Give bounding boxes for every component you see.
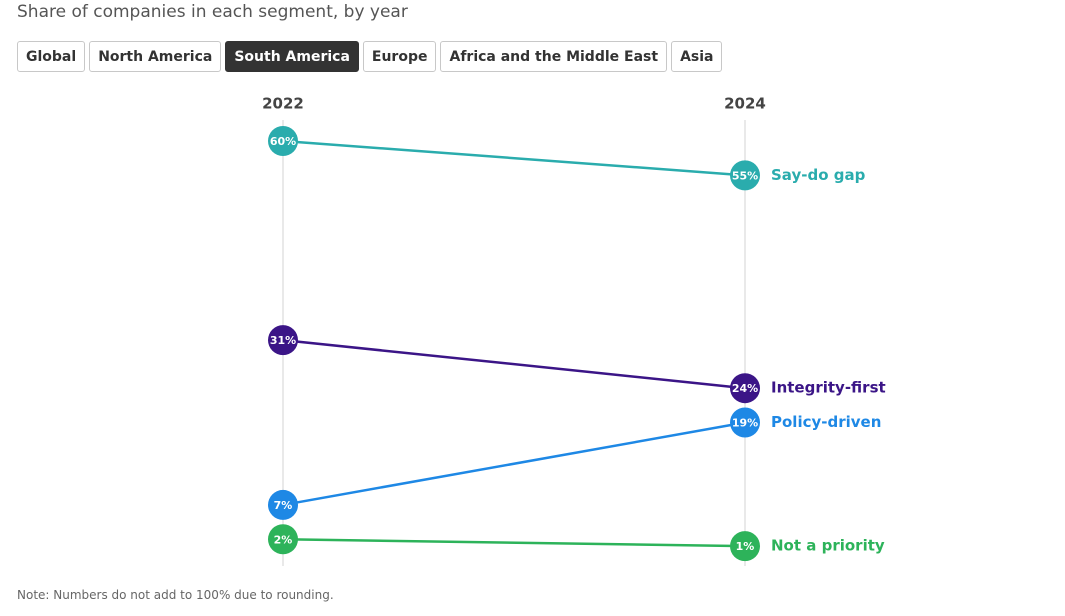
- region-tab[interactable]: Asia: [671, 41, 723, 72]
- point: [730, 373, 760, 404]
- point: [268, 325, 298, 356]
- value-label: 31%: [270, 334, 296, 347]
- series-label: Integrity-first: [771, 379, 886, 397]
- region-tab[interactable]: South America: [225, 41, 359, 72]
- region-tab[interactable]: North America: [89, 41, 222, 72]
- series-label: Policy-driven: [771, 413, 881, 431]
- series-label: Say-do gap: [771, 166, 866, 184]
- x-tick-label: 2024: [724, 95, 766, 113]
- x-tick-label: 2022: [262, 95, 304, 113]
- slope-line: [282, 338, 746, 390]
- region-tab[interactable]: Europe: [362, 41, 437, 72]
- value-label: 19%: [732, 417, 758, 430]
- point: [730, 407, 760, 438]
- point: [730, 160, 760, 191]
- value-label: 24%: [732, 382, 758, 395]
- region-tab[interactable]: Global: [17, 41, 86, 72]
- value-label: 7%: [274, 499, 293, 512]
- slope-line: [282, 421, 746, 507]
- slope-line: [282, 538, 746, 548]
- value-label: 1%: [736, 540, 755, 553]
- point: [268, 126, 298, 156]
- subtitle: Share of companies in each segment, by y…: [17, 2, 408, 22]
- point: [268, 489, 298, 520]
- value-label: 55%: [732, 169, 758, 182]
- region-tabs: Global North America South America Europe Af…: [17, 41, 723, 72]
- value-label: 2%: [274, 533, 293, 546]
- series-label: Not a priority: [771, 537, 885, 555]
- chart: 2022 2024 60% 55% Say-do gap 31% 24% Integrity-…: [262, 95, 886, 566]
- slope-line: [282, 139, 746, 177]
- point: [730, 531, 760, 562]
- note: Note: Numbers do not add to 100% due to …: [17, 588, 334, 602]
- region-tab[interactable]: Africa and the Middle East: [440, 41, 668, 72]
- point: [268, 524, 298, 555]
- value-label: 60%: [270, 135, 296, 148]
